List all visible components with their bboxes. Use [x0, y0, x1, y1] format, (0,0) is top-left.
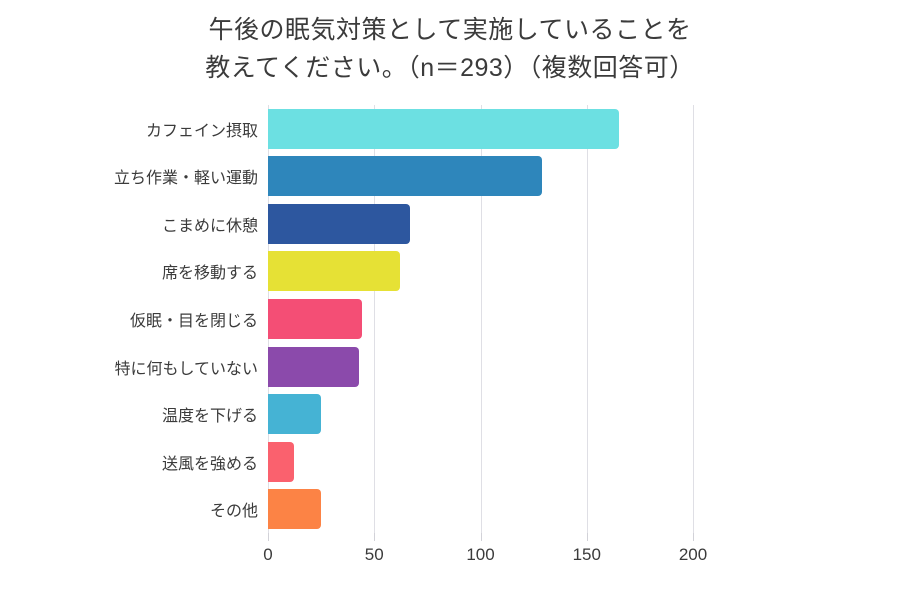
x-tick-label: 200 — [678, 545, 708, 564]
x-tick-mark — [586, 533, 588, 541]
bar-chart-plot-area: 0 50 100 150 200 — [263, 105, 708, 564]
bar — [268, 489, 322, 530]
bar — [268, 203, 411, 244]
x-tick-mark — [480, 533, 482, 541]
gridline — [693, 105, 694, 533]
gridline — [480, 105, 482, 533]
x-tick-label: 50 — [364, 545, 384, 564]
bar — [268, 346, 360, 387]
chart-title-line2: 教えてください。（n＝293）（複数回答可） — [205, 54, 695, 82]
category-label: 仮眠・目を閉じる — [129, 312, 258, 330]
bar — [268, 299, 362, 339]
x-tick-mark — [693, 533, 694, 541]
x-tick-label: 0 — [263, 545, 273, 564]
category-label: 立ち作業・軽い運動 — [113, 170, 258, 188]
bar — [268, 441, 294, 482]
category-label: こまめに休憩 — [161, 217, 258, 235]
category-label: 特に何もしていない — [114, 360, 258, 378]
bar — [268, 394, 322, 435]
gridline — [586, 105, 588, 533]
bar — [268, 156, 543, 197]
chart-title: 午後の眠気対策として実施していることを 教えてください。（n＝293）（複数回答… — [0, 11, 900, 87]
x-tick-mark — [374, 533, 376, 541]
category-label: その他 — [209, 503, 258, 521]
bar — [268, 108, 619, 149]
category-label: 温度を下げる — [161, 408, 258, 426]
bar — [268, 251, 400, 292]
category-label: カフェイン摂取 — [145, 122, 258, 140]
x-tick-label: 100 — [466, 545, 495, 564]
x-tick-label: 150 — [572, 545, 601, 564]
category-axis: カフェイン摂取立ち作業・軽い運動こまめに休憩 席を移動する仮眠・目を閉じる特に何も… — [0, 105, 258, 533]
x-tick-mark — [268, 533, 269, 541]
category-label: 送風を強める — [161, 455, 258, 473]
chart-title-line1: 午後の眠気対策として実施していることを — [208, 16, 692, 44]
gridline — [374, 105, 376, 533]
category-label: 席を移動する — [161, 265, 258, 283]
